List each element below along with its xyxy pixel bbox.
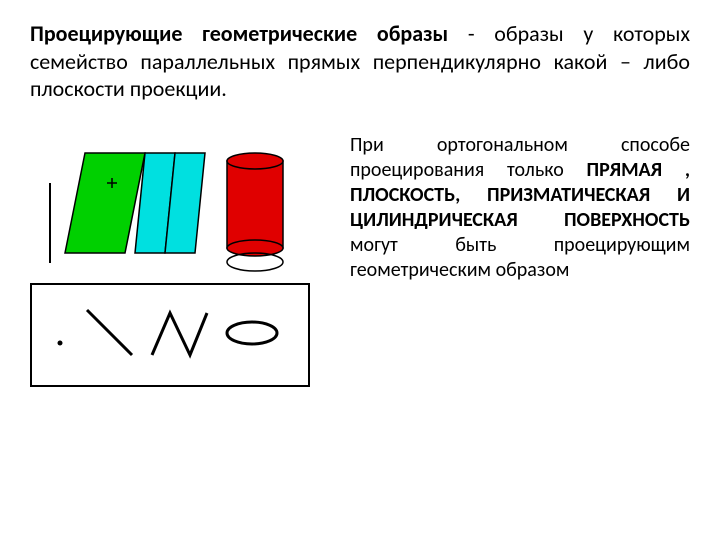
proj-line [87, 310, 132, 355]
proj-dot [58, 340, 63, 345]
proj-zigzag [152, 313, 207, 355]
cylinder-shape [227, 153, 283, 271]
shapes-3d [30, 133, 310, 273]
side-post: могут быть проецирующим геометрическим о… [350, 233, 690, 282]
content-row: При ортогональном способе проецирования … [30, 133, 690, 387]
projections-box [30, 283, 310, 387]
graphics-column [30, 133, 310, 387]
definition-term: Проецирующие геометрические образы [30, 20, 448, 47]
plane-shape [65, 153, 145, 253]
definition-paragraph: Проецирующие геометрические образы - обр… [30, 20, 690, 103]
proj-ellipse [227, 322, 277, 344]
side-paragraph: При ортогональном способе проецирования … [350, 133, 690, 387]
